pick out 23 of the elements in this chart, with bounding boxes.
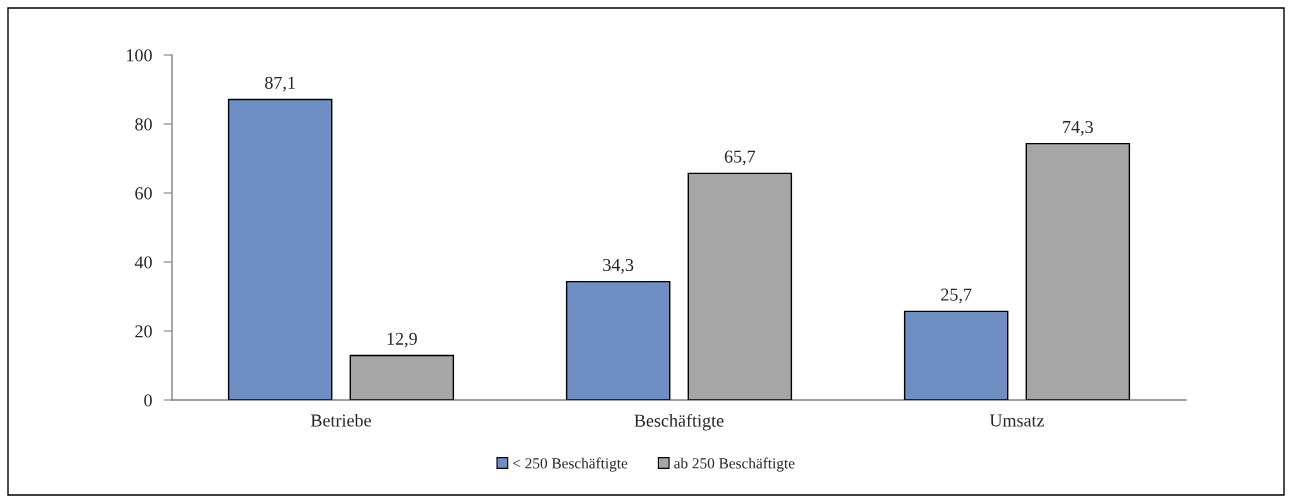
bar <box>565 280 671 400</box>
x-tick-label: Betriebe <box>310 413 371 427</box>
data-label: 25,7 <box>941 288 972 304</box>
legend-label: < 250 Beschäftigte <box>513 457 628 472</box>
bar <box>903 310 1009 400</box>
bar <box>1025 142 1131 400</box>
y-tick-label: 20 <box>135 325 152 338</box>
data-label: 87,1 <box>265 76 295 92</box>
y-tick-label: 60 <box>135 187 152 200</box>
x-tick-label: Beschäftigte <box>634 413 724 431</box>
data-label: 12,9 <box>387 332 417 348</box>
x-tick-label: Umsatz <box>989 414 1045 427</box>
data-label: 34,3 <box>603 258 634 274</box>
legend-label: ab 250 Beschäftigte <box>674 457 795 472</box>
y-tick-label: 100 <box>127 49 152 62</box>
bar <box>349 354 455 400</box>
data-label: 65,7 <box>724 150 756 166</box>
y-tick-label: 40 <box>134 256 152 269</box>
data-label: 74,3 <box>1063 120 1093 136</box>
bar <box>227 98 333 400</box>
y-tick-label: 80 <box>135 118 152 131</box>
y-tick-label: 0 <box>144 394 152 407</box>
bar <box>687 172 793 400</box>
